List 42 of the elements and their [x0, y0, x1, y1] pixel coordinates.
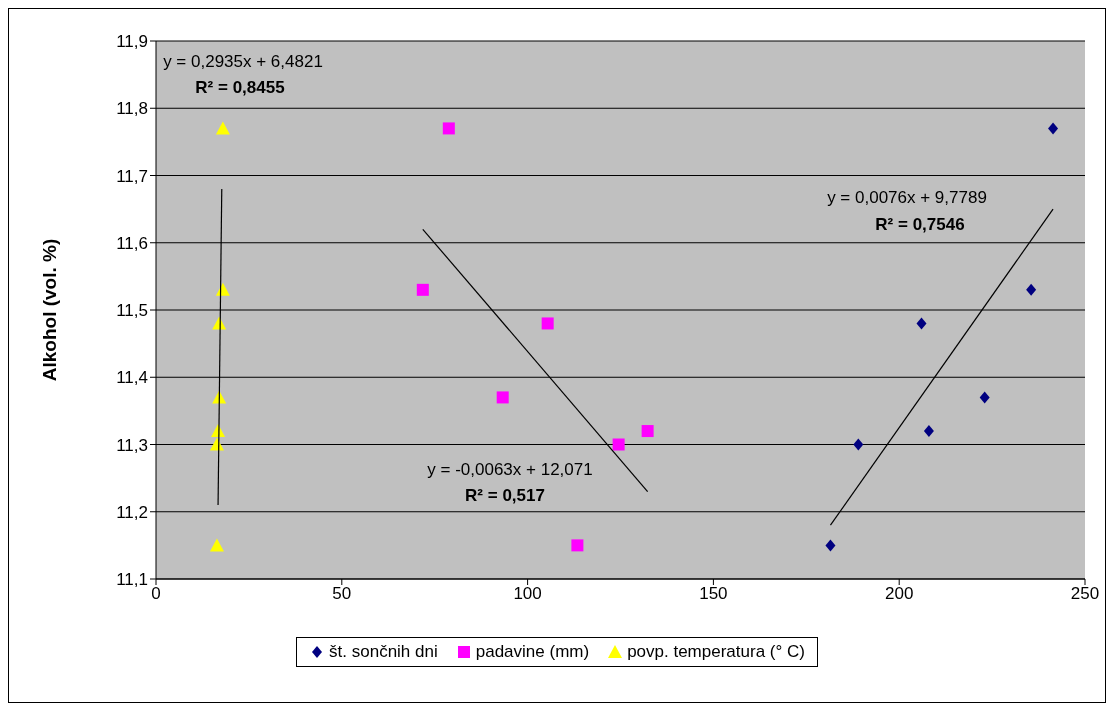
point: [496, 391, 509, 404]
point: [641, 425, 654, 438]
y-tick-label: 11,1: [116, 570, 148, 590]
y-tick-label: 11,9: [116, 32, 148, 52]
point: [442, 122, 455, 135]
point: [1048, 122, 1059, 135]
annotation: y = -0,0063x + 12,071: [427, 460, 593, 480]
legend-label: padavine (mm): [475, 642, 590, 662]
legend-label: št. sončnih dni: [329, 642, 438, 662]
annotation: y = 0,2935x + 6,4821: [163, 52, 323, 72]
point: [612, 438, 625, 451]
y-tick-label: 11,6: [116, 233, 148, 253]
y-axis-title: Alkohol (vol. %): [38, 238, 60, 382]
y-tick-label: 11,5: [116, 301, 148, 321]
y-tick-label: 11,3: [116, 435, 148, 455]
point: [215, 282, 230, 296]
annotation: R² = 0,8455: [195, 78, 285, 98]
x-tick-label: 0: [151, 584, 161, 604]
point: [825, 539, 836, 552]
annotation: R² = 0,517: [465, 486, 545, 506]
point: [541, 317, 554, 330]
x-tick-label: 250: [1070, 584, 1100, 604]
point: [853, 438, 864, 451]
point: [571, 539, 584, 552]
annotation: R² = 0,7546: [875, 215, 965, 235]
legend-label: povp. temperatura (° C): [627, 642, 805, 662]
point: [916, 317, 927, 330]
y-tick-label: 11,4: [116, 368, 148, 388]
y-tick-label: 11,8: [116, 99, 148, 119]
x-tick-label: 150: [699, 584, 728, 604]
point: [979, 391, 990, 404]
point: [1026, 283, 1037, 296]
y-tick-label: 11,2: [116, 502, 148, 522]
x-tick-label: 100: [513, 584, 542, 604]
x-tick-label: 50: [332, 584, 352, 604]
annotation: y = 0,0076x + 9,7789: [827, 188, 987, 208]
point: [923, 425, 934, 438]
y-tick-label: 11,7: [116, 166, 148, 186]
point: [416, 283, 429, 296]
point: [209, 538, 224, 552]
x-tick-label: 200: [885, 584, 914, 604]
point: [215, 121, 230, 135]
